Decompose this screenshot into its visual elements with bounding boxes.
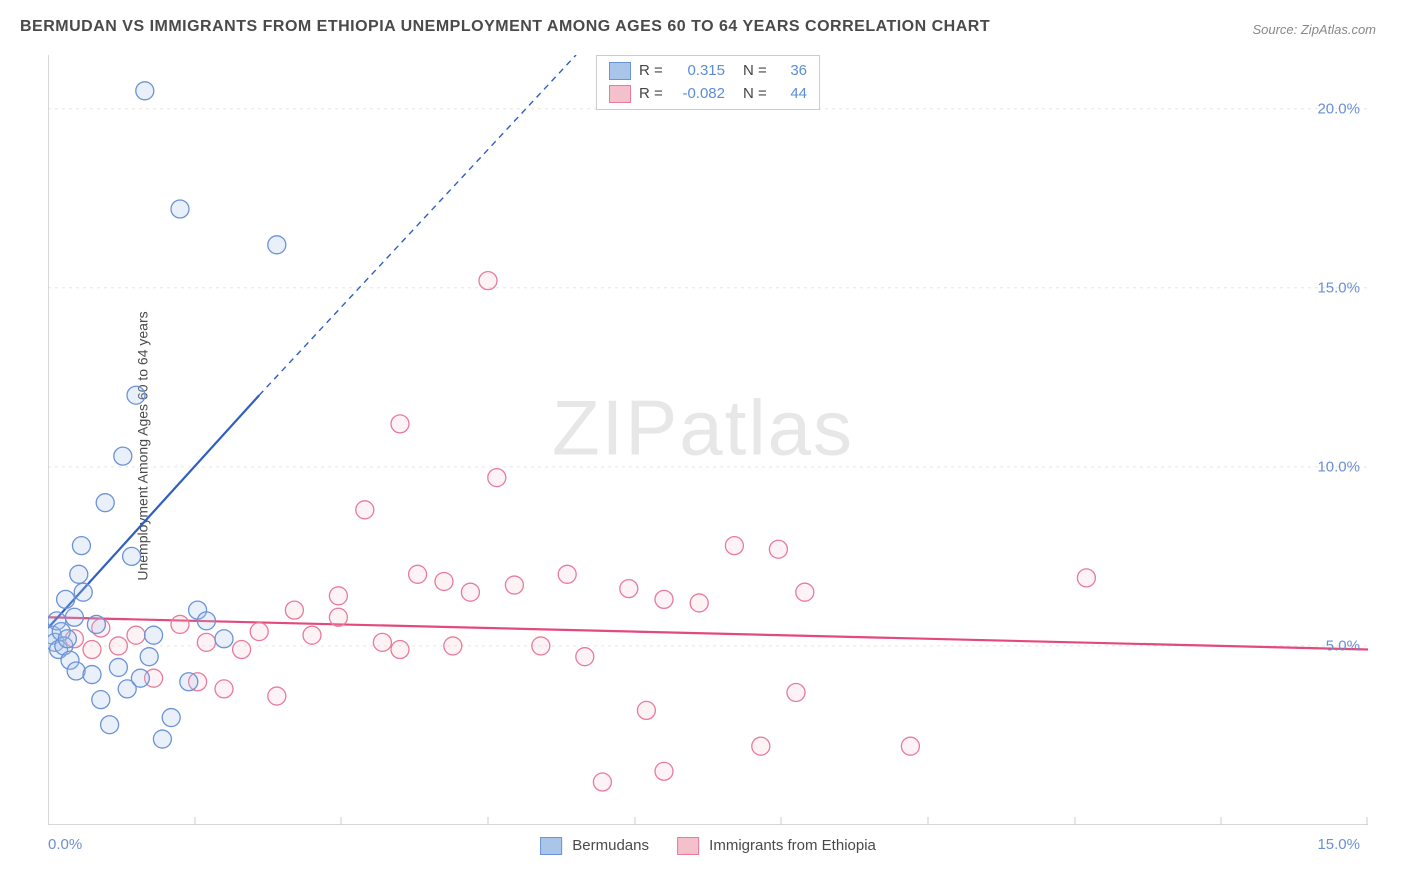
chart-title: BERMUDAN VS IMMIGRANTS FROM ETHIOPIA UNE…: [20, 18, 990, 36]
n-label: N =: [743, 60, 771, 83]
series-legend: Bermudans Immigrants from Ethiopia: [540, 837, 876, 855]
correlation-legend: R = 0.315 N = 36 R = -0.082 N = 44: [596, 55, 820, 110]
y-tick-label: 10.0%: [1317, 458, 1360, 475]
r-label: R =: [639, 60, 667, 83]
scatter-plot: R = 0.315 N = 36 R = -0.082 N = 44 0.0% …: [48, 55, 1368, 825]
legend-item-b: Immigrants from Ethiopia: [677, 837, 876, 855]
y-tick-label: 15.0%: [1317, 279, 1360, 296]
y-tick-label: 5.0%: [1326, 637, 1360, 654]
n-value-a: 36: [779, 60, 807, 83]
y-tick-label: 20.0%: [1317, 100, 1360, 117]
legend-row-b: R = -0.082 N = 44: [609, 83, 807, 106]
swatch-bermudans-icon: [540, 837, 562, 855]
plot-svg: [48, 55, 1368, 825]
r-value-a: 0.315: [675, 60, 725, 83]
x-tick-max: 15.0%: [1317, 836, 1360, 853]
source-label: Source: ZipAtlas.com: [1252, 22, 1376, 37]
r-value-b: -0.082: [675, 83, 725, 106]
n-value-b: 44: [779, 83, 807, 106]
swatch-ethiopia-icon: [677, 837, 699, 855]
swatch-bermudans-icon: [609, 62, 631, 80]
r-label: R =: [639, 83, 667, 106]
n-label: N =: [743, 83, 771, 106]
legend-item-a: Bermudans: [540, 837, 649, 855]
legend-row-a: R = 0.315 N = 36: [609, 60, 807, 83]
x-tick-min: 0.0%: [48, 836, 82, 853]
swatch-ethiopia-icon: [609, 85, 631, 103]
